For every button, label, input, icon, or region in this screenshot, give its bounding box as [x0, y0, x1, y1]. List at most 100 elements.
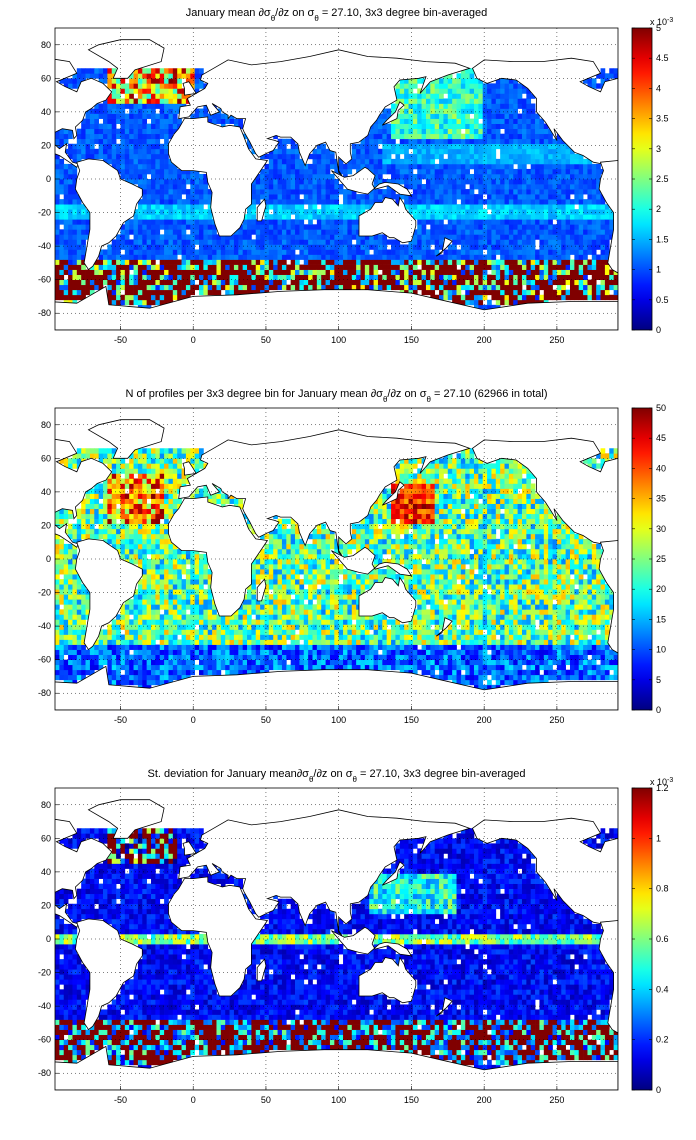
bin-cell [513, 123, 518, 130]
bin-cell [495, 269, 501, 275]
bin-cell [382, 244, 388, 250]
bin-cell [277, 249, 283, 255]
bin-cell [460, 138, 466, 145]
bin-cell [526, 103, 532, 109]
bin-cell [124, 163, 130, 170]
bin-cell [530, 244, 536, 250]
bin-cell [129, 229, 134, 235]
bin-cell [408, 133, 414, 140]
bin-cell [487, 93, 492, 99]
bin-cell [111, 128, 117, 135]
bin-cell [508, 133, 514, 140]
bin-cell [316, 173, 322, 180]
bin-cell [63, 168, 69, 175]
bin-cell [177, 249, 182, 255]
bin-cell [369, 143, 374, 150]
bin-cell [85, 118, 91, 124]
bin-cell [142, 634, 147, 640]
bin-cell [137, 199, 143, 205]
bin-cell [329, 274, 335, 281]
bin-cell [295, 284, 300, 291]
bin-cell [181, 73, 187, 79]
bin-cell [286, 179, 292, 185]
bin-cell [55, 659, 60, 666]
bin-cell [59, 564, 65, 570]
bin-cell [295, 163, 300, 170]
bin-cell [98, 123, 104, 130]
bin-cell [460, 158, 466, 165]
bin-cell [94, 153, 99, 160]
bin-cell [412, 78, 418, 84]
bin-cell [85, 453, 91, 459]
bin-cell [543, 138, 549, 145]
bin-cell [395, 143, 401, 150]
bin-cell [164, 259, 169, 265]
bin-cell [172, 78, 178, 84]
bin-cell [151, 503, 156, 510]
bin-cell [146, 264, 152, 270]
bin-cell [391, 168, 396, 175]
bin-cell [103, 498, 108, 504]
bin-cell [85, 649, 91, 655]
bin-cell [321, 224, 326, 230]
bin-cell [89, 644, 95, 650]
bin-cell [382, 249, 388, 255]
bin-cell [447, 168, 453, 175]
bin-cell [556, 148, 562, 155]
bin-cell [399, 284, 405, 291]
bin-cell [194, 239, 200, 245]
bin-cell [273, 209, 278, 215]
bin-cell [460, 254, 466, 260]
bin-cell [290, 224, 296, 230]
bin-cell [417, 184, 422, 190]
bin-cell [238, 224, 244, 230]
bin-cell [456, 158, 462, 165]
bin-cell [412, 209, 418, 215]
bin-cell [565, 224, 571, 230]
bin-cell [207, 204, 213, 210]
bin-cell [321, 209, 326, 215]
bin-cell [530, 214, 536, 220]
bin-cell [164, 269, 169, 275]
bin-cell [177, 229, 182, 235]
bin-cell [491, 294, 497, 301]
bin-cell [242, 254, 248, 260]
bin-cell [421, 133, 427, 140]
bin-cell [347, 194, 353, 200]
bin-cell [574, 184, 580, 190]
bin-cell [439, 179, 444, 185]
bin-cell [247, 284, 252, 291]
bin-cell [587, 158, 593, 165]
bin-cell [89, 528, 95, 535]
bin-cell [225, 113, 230, 119]
bin-cell [116, 249, 121, 255]
bin-cell [421, 148, 427, 155]
bin-cell [94, 128, 99, 135]
bin-cell [129, 619, 134, 625]
bin-cell [404, 158, 409, 165]
bin-cell [399, 244, 405, 250]
bin-cell [76, 584, 82, 590]
bin-cell [111, 83, 117, 89]
bin-cell [425, 148, 431, 155]
bin-cell [159, 538, 165, 545]
bin-cell [351, 249, 357, 255]
bin-cell [364, 138, 370, 145]
bin-cell [482, 264, 488, 270]
bin-cell [460, 179, 466, 185]
bin-cell [504, 189, 510, 195]
bin-cell [321, 194, 326, 200]
bin-cell [591, 209, 597, 215]
bin-cell [137, 299, 143, 306]
bin-cell [172, 199, 178, 205]
bin-cell [107, 113, 113, 119]
bin-cell [146, 664, 152, 671]
bin-cell [133, 234, 139, 240]
bin-cell [587, 214, 593, 220]
bin-cell [596, 234, 601, 240]
bin-cell [98, 153, 104, 160]
bin-cell [439, 214, 444, 220]
bin-cell [408, 249, 414, 255]
bin-cell [421, 269, 427, 275]
bin-cell [290, 199, 296, 205]
